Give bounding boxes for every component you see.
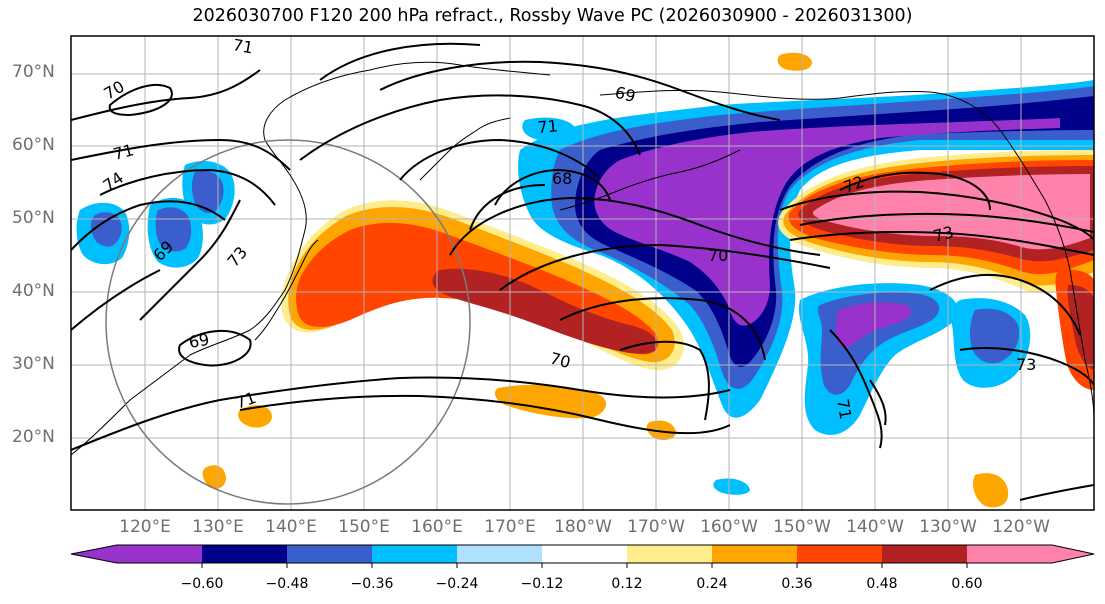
- coast-aleutians: [559, 149, 741, 211]
- positive-anomaly-blob-6: [777, 52, 812, 71]
- contour-label: 71: [111, 140, 136, 164]
- negative-anomaly-south-extreme: [836, 302, 912, 348]
- coast-kamchatka: [419, 117, 511, 181]
- lon-label: 130°W: [919, 517, 977, 537]
- contour-lines: [71, 42, 1094, 501]
- lon-label: 120°W: [992, 517, 1050, 537]
- lat-label-70n: 70°N: [12, 62, 55, 82]
- plot-frame: [70, 35, 1095, 511]
- positive-anomaly-core: [432, 268, 658, 354]
- colorbar-tick-label: 0.60: [951, 576, 983, 592]
- lat-label-30n: 30°N: [12, 354, 55, 374]
- colorbar-tick-label: 0.12: [611, 576, 643, 592]
- lat-label-50n: 50°N: [12, 208, 55, 228]
- positive-anomaly-blob-3: [646, 420, 676, 440]
- colorbar: [70, 544, 1095, 568]
- coastlines: [71, 61, 1094, 456]
- contour-label: 71: [231, 35, 254, 57]
- positive-anomaly-blob-5: [973, 473, 1009, 508]
- lon-label: 140°E: [265, 517, 317, 537]
- colorbar-right-arrow: [1052, 545, 1094, 563]
- negative-anomaly-extreme: [594, 118, 1060, 326]
- negative-anomaly-blob-arctic: [522, 117, 575, 141]
- positive-anomaly-blob-4: [202, 465, 226, 489]
- lon-label: 180°W: [554, 517, 612, 537]
- lon-label: 120°E: [119, 517, 171, 537]
- contour-label: 71: [537, 116, 559, 137]
- contour-label: 69: [613, 83, 638, 107]
- lon-label: 150°E: [338, 517, 390, 537]
- coast-asia: [71, 61, 551, 456]
- map-title: 2026030700 F120 200 hPa refract., Rossby…: [192, 6, 913, 26]
- contour-label: 73: [1016, 355, 1036, 374]
- colorbar-tick-label: −0.36: [350, 576, 394, 592]
- region-circle: [105, 139, 471, 505]
- lon-label: 160°E: [411, 517, 463, 537]
- colorbar-tick-label: −0.60: [180, 576, 224, 592]
- contour-label: 69: [187, 330, 210, 352]
- contour-label: 73: [931, 222, 956, 246]
- colorbar-left-arrow: [71, 545, 117, 563]
- colorbar-tick-label: 0.36: [781, 576, 813, 592]
- coast-alaska: [599, 89, 1094, 421]
- colorbar-tick-label: −0.12: [520, 576, 564, 592]
- positive-anomaly-blob-2: [238, 405, 272, 428]
- lon-label: 140°W: [846, 517, 904, 537]
- colorbar-tick-label: −0.24: [435, 576, 479, 592]
- lon-label: 160°W: [700, 517, 758, 537]
- negative-anomaly-asia-2-core: [155, 207, 192, 252]
- positive-anomaly-blob-1: [494, 384, 607, 419]
- contour-label: 71: [833, 397, 855, 420]
- coast-japan: [254, 239, 319, 341]
- contour-label: 68: [552, 169, 572, 188]
- colorbar-tick-label: 0.24: [696, 576, 728, 592]
- positive-anomaly-coast-dark: [1067, 284, 1094, 370]
- contour-label: 70: [708, 246, 728, 265]
- contour-label: 70: [548, 349, 573, 373]
- lon-label: 150°W: [773, 517, 831, 537]
- lon-label: 170°E: [484, 517, 536, 537]
- anomaly-shading: [76, 52, 1094, 508]
- lat-label-20n: 20°N: [12, 427, 55, 447]
- negative-anomaly-blob-south: [713, 478, 750, 495]
- lat-label-40n: 40°N: [12, 281, 55, 301]
- lon-label: 170°W: [627, 517, 685, 537]
- lat-label-60n: 60°N: [12, 135, 55, 155]
- colorbar-tick-label: 0.48: [866, 576, 898, 592]
- colorbar-tick-label: −0.48: [265, 576, 309, 592]
- negative-anomaly-asia-3-core: [191, 170, 224, 213]
- negative-anomaly-asia-1-core: [90, 212, 122, 247]
- lon-label: 130°E: [192, 517, 244, 537]
